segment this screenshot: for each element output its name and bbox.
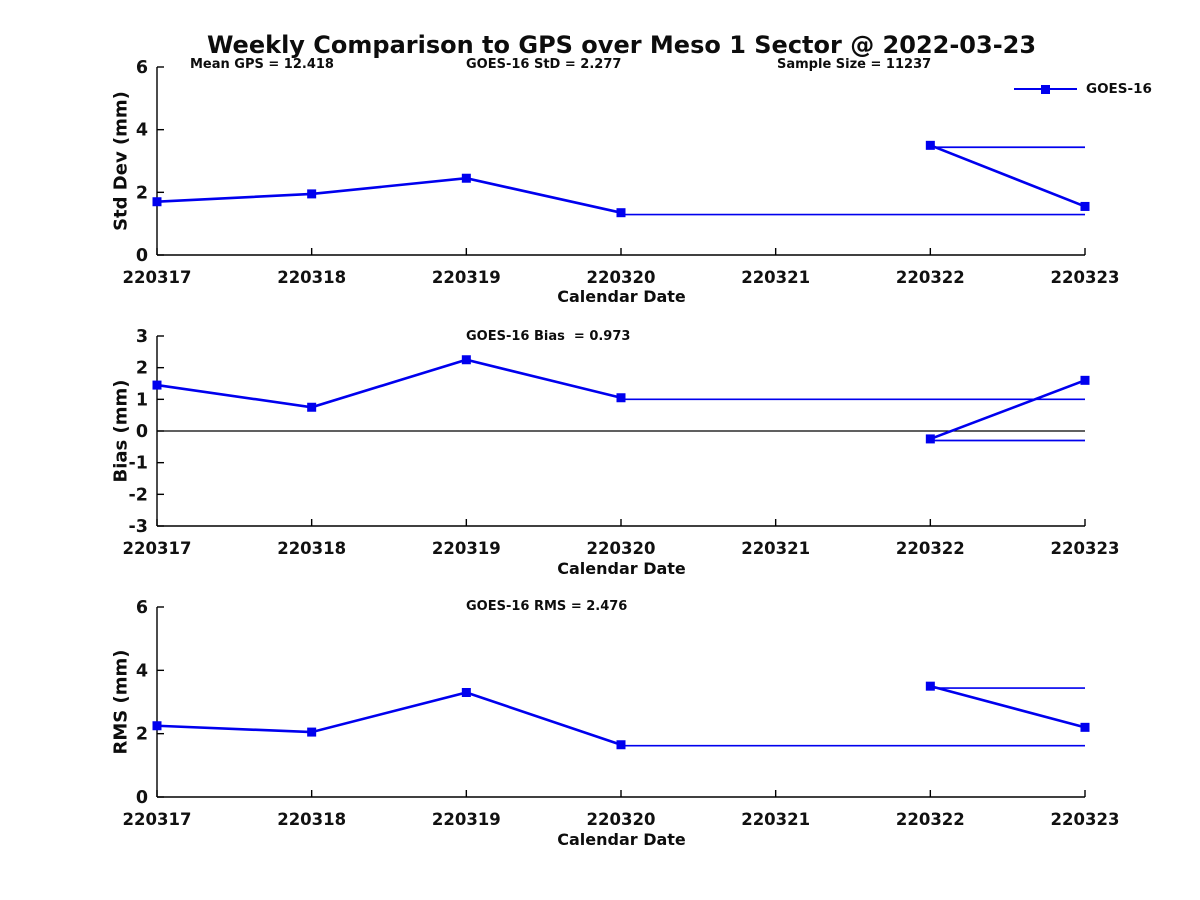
x-tick-label: 220322 xyxy=(896,268,965,287)
x-tick-label: 220319 xyxy=(432,810,501,829)
y-tick-label: 2 xyxy=(136,183,148,203)
subplot-2: -3 -2 -1 0 1 2 3 220317 220318 220319 220320 220321… xyxy=(123,327,1120,558)
legend-square-marker-icon xyxy=(1041,85,1050,94)
stat-goes16-std: GOES-16 StD = 2.277 xyxy=(466,57,622,72)
data-point-marker xyxy=(307,727,317,737)
data-point-marker xyxy=(925,140,935,150)
data-point-marker xyxy=(1080,201,1090,211)
series-line xyxy=(929,684,1086,729)
x-tick-label: 220318 xyxy=(277,268,346,287)
data-point-marker xyxy=(1080,375,1090,385)
x-tick-label: 220323 xyxy=(1051,810,1120,829)
data-point-marker xyxy=(461,688,471,697)
y-tick-label: 6 xyxy=(136,58,148,78)
data-point-marker xyxy=(1080,722,1090,732)
x-tick-label: 220318 xyxy=(277,810,346,829)
legend-label: GOES-16 xyxy=(1086,81,1152,97)
y-tick-label: 4 xyxy=(136,661,148,681)
x-axis-label-2: Calendar Date xyxy=(557,559,686,578)
x-tick-label: 220320 xyxy=(587,539,656,558)
stat-goes16-rms: GOES-16 RMS = 2.476 xyxy=(466,599,628,614)
stat-goes16-bias: GOES-16 Bias = 0.973 xyxy=(466,329,631,344)
y-tick-label: 0 xyxy=(136,246,148,266)
x-axis-label-3: Calendar Date xyxy=(557,830,686,849)
y-tick-label: -3 xyxy=(129,517,148,537)
data-point-marker xyxy=(152,380,162,390)
data-point-marker xyxy=(152,197,162,207)
y-tick-label: 4 xyxy=(136,121,148,141)
subplot-3: 0 2 4 6 220317 220318 220319 220320 220321 220322… xyxy=(123,598,1120,829)
x-tick-label: 220317 xyxy=(123,268,192,287)
chart-title: Weekly Comparison to GPS over Meso 1 Sec… xyxy=(206,31,1037,59)
x-tick-label: 220319 xyxy=(432,539,501,558)
x-tick-label: 220318 xyxy=(277,539,346,558)
y-tick-label: -1 xyxy=(129,454,148,474)
y-tick-label: 3 xyxy=(136,327,148,347)
x-tick-label: 220323 xyxy=(1051,268,1120,287)
x-tick-label: 220322 xyxy=(896,810,965,829)
data-point-marker xyxy=(461,173,471,183)
data-point-marker xyxy=(616,393,626,403)
x-tick-label: 220321 xyxy=(741,539,810,558)
stat-sample-size: Sample Size = 11237 xyxy=(777,57,932,72)
series-line xyxy=(929,144,1086,208)
stat-mean-gps: Mean GPS = 12.418 xyxy=(190,57,334,72)
x-tick-label: 220323 xyxy=(1051,539,1120,558)
data-point-marker xyxy=(925,681,935,691)
series-line xyxy=(156,358,622,409)
data-point-marker xyxy=(307,402,317,412)
series-line xyxy=(929,379,1086,441)
y-tick-label: 1 xyxy=(136,390,148,410)
x-tick-label: 220321 xyxy=(741,268,810,287)
y-tick-label: 2 xyxy=(136,359,148,379)
data-point-marker xyxy=(925,434,935,444)
x-tick-label: 220319 xyxy=(432,268,501,287)
y-tick-label: 6 xyxy=(136,598,148,618)
data-point-marker xyxy=(616,740,626,750)
x-axis-label-1: Calendar Date xyxy=(557,287,686,306)
series-line xyxy=(156,691,622,746)
x-tick-label: 220322 xyxy=(896,539,965,558)
x-tick-label: 220320 xyxy=(587,268,656,287)
x-tick-label: 220321 xyxy=(741,810,810,829)
subplot-1: 0 2 4 6 220317 220318 220319 220320 220321 220322… xyxy=(123,58,1120,287)
y-tick-label: 2 xyxy=(136,725,148,745)
y-tick-label: 0 xyxy=(136,422,148,442)
data-point-marker xyxy=(152,721,162,731)
data-point-marker xyxy=(616,208,626,218)
data-point-marker xyxy=(307,189,317,199)
x-tick-label: 220317 xyxy=(123,810,192,829)
y-tick-label: -2 xyxy=(129,485,148,505)
series-line xyxy=(156,176,622,214)
y-tick-label: 0 xyxy=(136,788,148,808)
x-tick-label: 220317 xyxy=(123,539,192,558)
data-point-marker xyxy=(461,355,471,365)
x-tick-label: 220320 xyxy=(587,810,656,829)
